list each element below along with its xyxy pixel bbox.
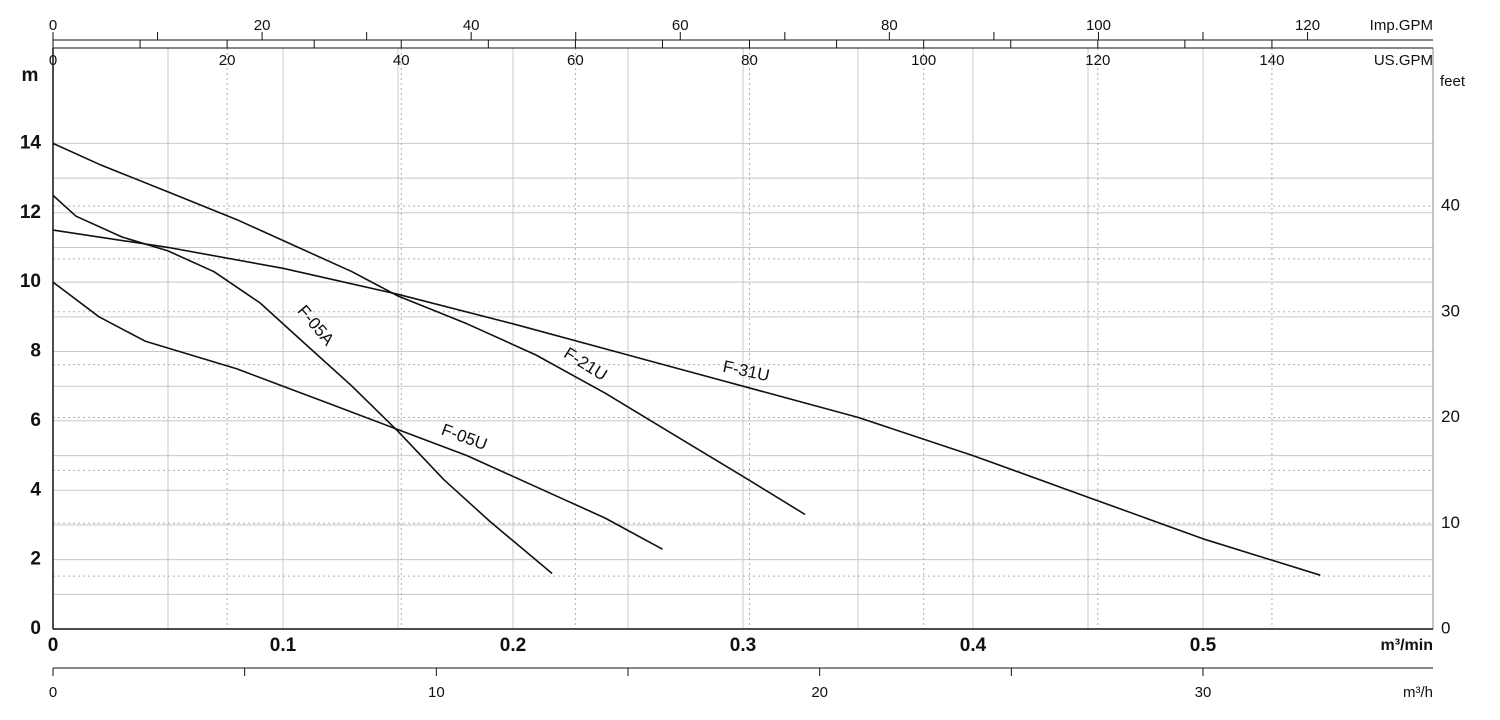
secondary-axis-label: m³/h: [1403, 684, 1433, 701]
curve: [52, 194, 553, 575]
y-tick-label: 2: [30, 549, 41, 570]
secondary-tick-label: 20: [254, 17, 271, 34]
y2-tick-label: 20: [1441, 407, 1460, 426]
secondary-tick-label: 40: [463, 17, 480, 34]
x-tick-label: 0.4: [960, 635, 987, 656]
secondary-tick-label: 20: [219, 52, 236, 69]
y-tick-label: 4: [30, 479, 41, 500]
y-tick-label: 0: [30, 618, 41, 639]
curve: [52, 229, 1321, 576]
secondary-tick-label: 20: [811, 684, 828, 701]
y2-tick-label: 30: [1441, 301, 1460, 320]
y2-axis-label: feet: [1440, 73, 1466, 90]
secondary-tick-label: 80: [881, 17, 898, 34]
secondary-tick-label: 80: [741, 52, 758, 69]
y-tick-label: 12: [20, 202, 41, 223]
secondary-tick-label: 60: [567, 52, 584, 69]
secondary-tick-label: 60: [672, 17, 689, 34]
secondary-tick-label: 0: [49, 52, 57, 69]
secondary-axis-label: US.GPM: [1374, 52, 1433, 69]
y-tick-label: 14: [20, 132, 42, 153]
curve: [52, 142, 806, 516]
y2-tick-label: 10: [1441, 513, 1460, 532]
x-tick-label: 0.3: [730, 635, 756, 656]
curve: [52, 281, 663, 550]
x-axis-label: m³/min: [1381, 637, 1433, 654]
secondary-tick-label: 140: [1259, 52, 1284, 69]
secondary-tick-label: 30: [1195, 684, 1212, 701]
y2-tick-label: 40: [1441, 196, 1460, 215]
secondary-tick-label: 100: [1086, 17, 1111, 34]
y-tick-label: 8: [30, 341, 41, 362]
secondary-tick-label: 0: [49, 17, 57, 34]
y-tick-label: 6: [30, 410, 41, 431]
secondary-tick-label: 40: [393, 52, 410, 69]
secondary-tick-label: 120: [1295, 17, 1320, 34]
x-tick-label: 0.5: [1190, 635, 1217, 656]
y-axis-label: m: [22, 65, 39, 86]
secondary-tick-label: 0: [49, 684, 57, 701]
curve-label: F-05U: [439, 420, 490, 454]
secondary-tick-label: 100: [911, 52, 936, 69]
y-tick-label: 10: [20, 271, 41, 292]
y2-tick-label: 0: [1441, 618, 1450, 637]
x-tick-label: 0.2: [500, 635, 526, 656]
secondary-axis-label: Imp.GPM: [1370, 17, 1433, 34]
x-tick-label: 0: [48, 635, 59, 656]
curve-label: F-31U: [721, 357, 771, 385]
curve-label: F-21U: [560, 344, 610, 385]
secondary-tick-label: 10: [428, 684, 445, 701]
curve-label: F-05A: [294, 302, 339, 350]
secondary-tick-label: 120: [1085, 52, 1110, 69]
x-tick-label: 0.1: [270, 635, 297, 656]
